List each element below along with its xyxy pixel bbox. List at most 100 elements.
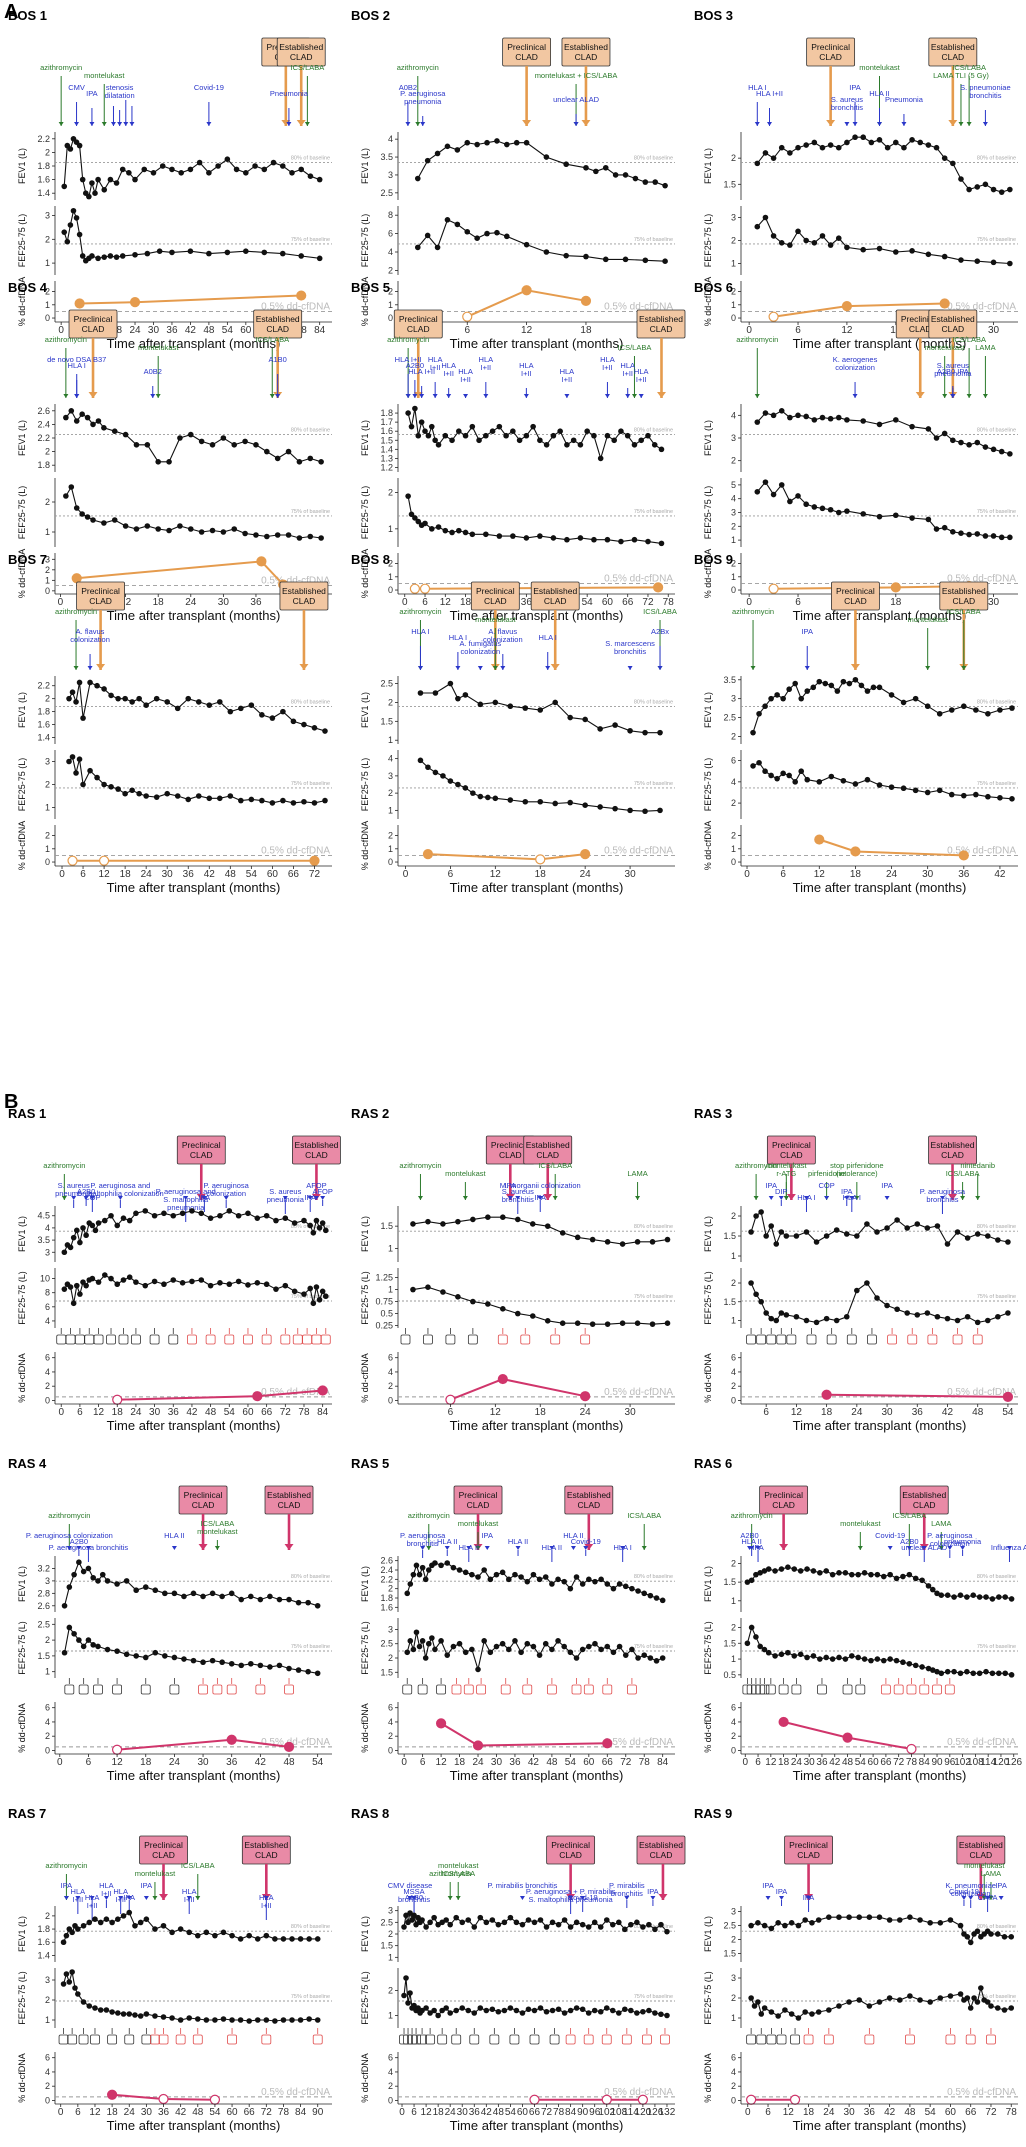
treatment-arrowhead xyxy=(938,1546,944,1550)
cfdna-y-tick-label: 6 xyxy=(388,1353,393,1363)
established-clad-label-line: CLAD xyxy=(941,52,964,62)
fev1-point xyxy=(593,168,599,175)
x-tick-label: 72 xyxy=(985,2107,997,2118)
fev1-point xyxy=(835,414,842,421)
event-arrowhead xyxy=(824,1196,830,1200)
event-label: HLA I+II xyxy=(395,355,422,364)
fef-point xyxy=(803,237,809,244)
fef-point xyxy=(525,2006,532,2013)
fev1-point xyxy=(658,1921,664,1928)
biopsy-marker xyxy=(312,2034,323,2045)
fev1-y-tick-label: 1.6 xyxy=(37,720,50,730)
biopsy-marker xyxy=(292,1334,303,1345)
event-label-line: Covid-19 xyxy=(194,83,224,92)
fef-point xyxy=(864,1280,870,1286)
panel-title: RAS 6 xyxy=(694,1456,732,1471)
fef-point xyxy=(143,2011,150,2017)
fef-point xyxy=(254,1280,261,1286)
biopsy-marker xyxy=(756,1334,767,1345)
x-tick-label: 42 xyxy=(255,1757,267,1768)
panel-title: BOS 5 xyxy=(351,280,390,295)
fev1-point xyxy=(114,1222,121,1229)
fef-series-line xyxy=(756,216,1010,265)
treatment-label: ICS/LABA xyxy=(892,1511,926,1520)
fev1-point xyxy=(142,1208,149,1214)
fef-y-tick-label: 0.5 xyxy=(723,1670,736,1680)
fev1-y-tick-label: 1 xyxy=(388,1952,393,1962)
fev1-point xyxy=(243,170,249,176)
panel-title: RAS 2 xyxy=(351,1106,389,1121)
fef-point xyxy=(209,1657,216,1664)
fev1-point xyxy=(786,686,792,693)
panel-title: BOS 4 xyxy=(8,280,48,295)
established-clad-label-line: Established xyxy=(564,42,608,52)
fev1-point xyxy=(634,1919,640,1926)
event-label-line: HLA xyxy=(620,361,635,370)
fef-point xyxy=(483,2007,490,2014)
fev1-point xyxy=(826,1914,832,1920)
x-tick-label: 12 xyxy=(93,1407,105,1418)
fef-point xyxy=(612,805,618,812)
x-tick-label: 6 xyxy=(448,869,454,880)
fev1-point xyxy=(774,692,780,698)
fef-point xyxy=(174,793,181,799)
fef-point xyxy=(537,2005,544,2011)
fev1-point xyxy=(822,680,829,687)
event-label-line: colonization xyxy=(835,363,875,372)
fev1-point xyxy=(477,1914,484,1921)
cfdna-point xyxy=(601,2094,612,2105)
fef-point xyxy=(67,222,74,228)
treatment-arrowhead xyxy=(750,666,756,670)
biopsy-marker xyxy=(583,2034,594,2045)
event-label: COP xyxy=(818,1181,834,1190)
fef-point xyxy=(435,524,442,530)
fef-point xyxy=(307,533,314,540)
fef-point xyxy=(817,1656,823,1662)
event-label-line: P. aeruginosa and xyxy=(90,1181,150,1190)
fev1-point xyxy=(856,1914,863,1920)
fev1-point xyxy=(462,692,469,698)
fev1-y-label: FEV1 (L) xyxy=(360,148,370,184)
cfdna-threshold-label: 0.5% dd-cfDNA xyxy=(604,2087,673,2098)
cfdna-y-tick-label: 6 xyxy=(731,2053,736,2063)
fef-point xyxy=(68,484,75,490)
fev1-point xyxy=(529,1221,536,1227)
fef-y-label: FEF25-75 (L) xyxy=(17,214,27,268)
fev1-point xyxy=(507,1914,514,1921)
established-clad-label-line: CLAD xyxy=(650,324,673,334)
fev1-y-tick-label: 2 xyxy=(388,1929,393,1939)
cfdna-y-tick-label: 2 xyxy=(45,565,50,575)
event-label-line: A2B0 xyxy=(70,1537,88,1546)
fev1-point xyxy=(642,729,648,736)
fef-point xyxy=(70,1300,77,1307)
x-tick-label: 6 xyxy=(795,597,801,608)
fev1-point xyxy=(640,1924,646,1930)
biopsy-marker xyxy=(641,2034,652,2045)
fev1-point xyxy=(67,1244,74,1251)
x-tick-label: 12 xyxy=(421,2107,433,2118)
x-tick-label: 36 xyxy=(183,869,195,880)
fev1-point xyxy=(868,139,875,146)
event-label-line: I+II xyxy=(460,375,471,384)
fev1-point xyxy=(238,1596,245,1603)
fef-point xyxy=(642,808,648,815)
fev1-point xyxy=(649,1239,656,1245)
x-tick-label: 54 xyxy=(565,1757,577,1768)
fev1-point xyxy=(489,1917,496,1923)
cfdna-y-tick-label: 0 xyxy=(388,2095,393,2105)
fev1-y-label: FEV1 (L) xyxy=(703,420,713,456)
treatment-arrowhead xyxy=(925,666,931,670)
fef-point xyxy=(179,1280,186,1286)
fef-point xyxy=(419,2007,425,2014)
fef-y-tick-label: 2 xyxy=(45,1635,50,1645)
cfdna-point xyxy=(939,298,950,309)
fef-point xyxy=(89,1275,96,1282)
fef-point xyxy=(996,1670,1002,1677)
event-label-line: HLA xyxy=(458,367,473,376)
x-tick-label: 0 xyxy=(399,2107,405,2118)
x-tick-label: 66 xyxy=(622,597,634,608)
fev1-point xyxy=(263,1212,270,1219)
